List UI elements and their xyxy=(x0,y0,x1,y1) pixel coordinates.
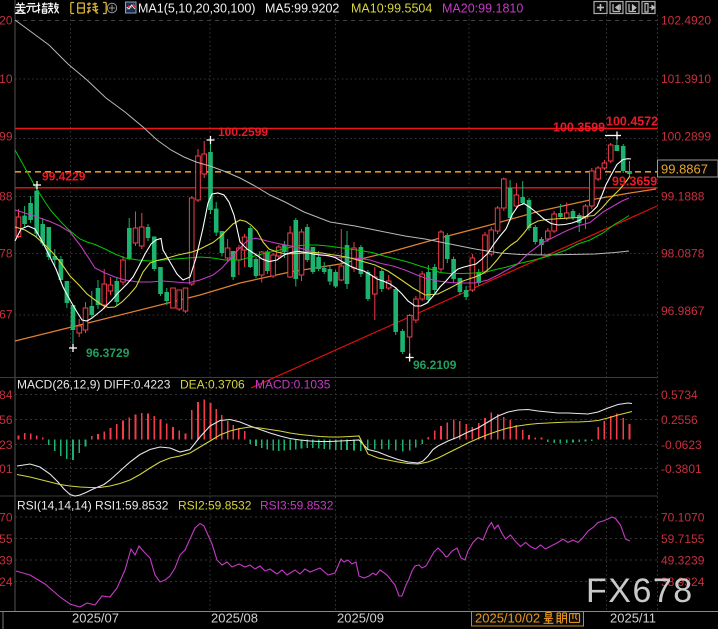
svg-text:0.2556: 0.2556 xyxy=(661,413,698,427)
svg-text:96.9867: 96.9867 xyxy=(661,304,705,318)
svg-text:99.4229: 99.4229 xyxy=(42,170,86,184)
svg-text:MACD(26,12,9) DIFF:0.4223: MACD(26,12,9) DIFF:0.4223 xyxy=(17,378,171,392)
svg-text:102.4920: 102.4920 xyxy=(661,14,711,28)
svg-text:38.9324: 38.9324 xyxy=(661,575,705,589)
svg-text:96.2109: 96.2109 xyxy=(413,358,457,372)
svg-text:10: 10 xyxy=(0,72,13,86)
svg-text:84: 84 xyxy=(0,388,13,402)
svg-text:99.3659: 99.3659 xyxy=(612,175,657,189)
svg-text:49.3239: 49.3239 xyxy=(661,554,705,568)
svg-text:56: 56 xyxy=(0,413,13,427)
svg-text:2025/10/02: 2025/10/02 xyxy=(475,611,540,626)
svg-text:99.1888: 99.1888 xyxy=(661,190,705,204)
svg-text:MA10:99.5504: MA10:99.5504 xyxy=(351,2,432,16)
svg-text:96.3729: 96.3729 xyxy=(86,346,130,360)
svg-text:RSI(14,14,14) RSI1:59.8532: RSI(14,14,14) RSI1:59.8532 xyxy=(17,499,169,513)
svg-text:RSI3:59.8532: RSI3:59.8532 xyxy=(260,499,334,513)
svg-text:78: 78 xyxy=(0,247,13,261)
svg-text:20: 20 xyxy=(0,14,13,28)
svg-text:100.3599: 100.3599 xyxy=(553,121,605,135)
svg-text:MA5:99.9202: MA5:99.9202 xyxy=(265,2,339,16)
svg-text:2025/08: 2025/08 xyxy=(211,611,258,626)
svg-text:101.3910: 101.3910 xyxy=(661,72,711,86)
svg-text:2025/11: 2025/11 xyxy=(610,611,656,626)
svg-text:2025/09: 2025/09 xyxy=(337,611,384,626)
svg-text:-0.3801: -0.3801 xyxy=(661,462,702,476)
svg-text:01: 01 xyxy=(0,462,13,476)
svg-text:70: 70 xyxy=(0,511,13,525)
svg-text:99: 99 xyxy=(0,130,13,144)
svg-text:MA1(5,10,20,30,100): MA1(5,10,20,30,100) xyxy=(138,2,255,16)
svg-text:100.2899: 100.2899 xyxy=(661,130,711,144)
svg-text:55: 55 xyxy=(0,532,13,546)
svg-text:98.0878: 98.0878 xyxy=(661,247,705,261)
svg-text:24: 24 xyxy=(0,575,13,589)
svg-text:RSI2:59.8532: RSI2:59.8532 xyxy=(178,499,252,513)
svg-text:23: 23 xyxy=(0,438,13,452)
svg-text:99.8867: 99.8867 xyxy=(661,162,708,177)
svg-text:67: 67 xyxy=(0,308,13,322)
svg-text:0.5734: 0.5734 xyxy=(661,388,698,402)
svg-text:-0.0623: -0.0623 xyxy=(661,438,702,452)
svg-text:100.2599: 100.2599 xyxy=(218,125,268,139)
svg-text:88: 88 xyxy=(0,190,13,204)
svg-text:2025/07: 2025/07 xyxy=(72,611,119,626)
svg-text:59.7155: 59.7155 xyxy=(661,532,705,546)
svg-text:MA20:99.1810: MA20:99.1810 xyxy=(442,2,523,16)
svg-text:DEA:0.3706: DEA:0.3706 xyxy=(180,378,245,392)
svg-text:FX678: FX678 xyxy=(586,572,694,610)
svg-text:70.1070: 70.1070 xyxy=(661,511,705,525)
svg-text:100.4572: 100.4572 xyxy=(606,115,658,129)
svg-text:MACD:0.1035: MACD:0.1035 xyxy=(255,378,331,392)
svg-text:39: 39 xyxy=(0,554,13,568)
